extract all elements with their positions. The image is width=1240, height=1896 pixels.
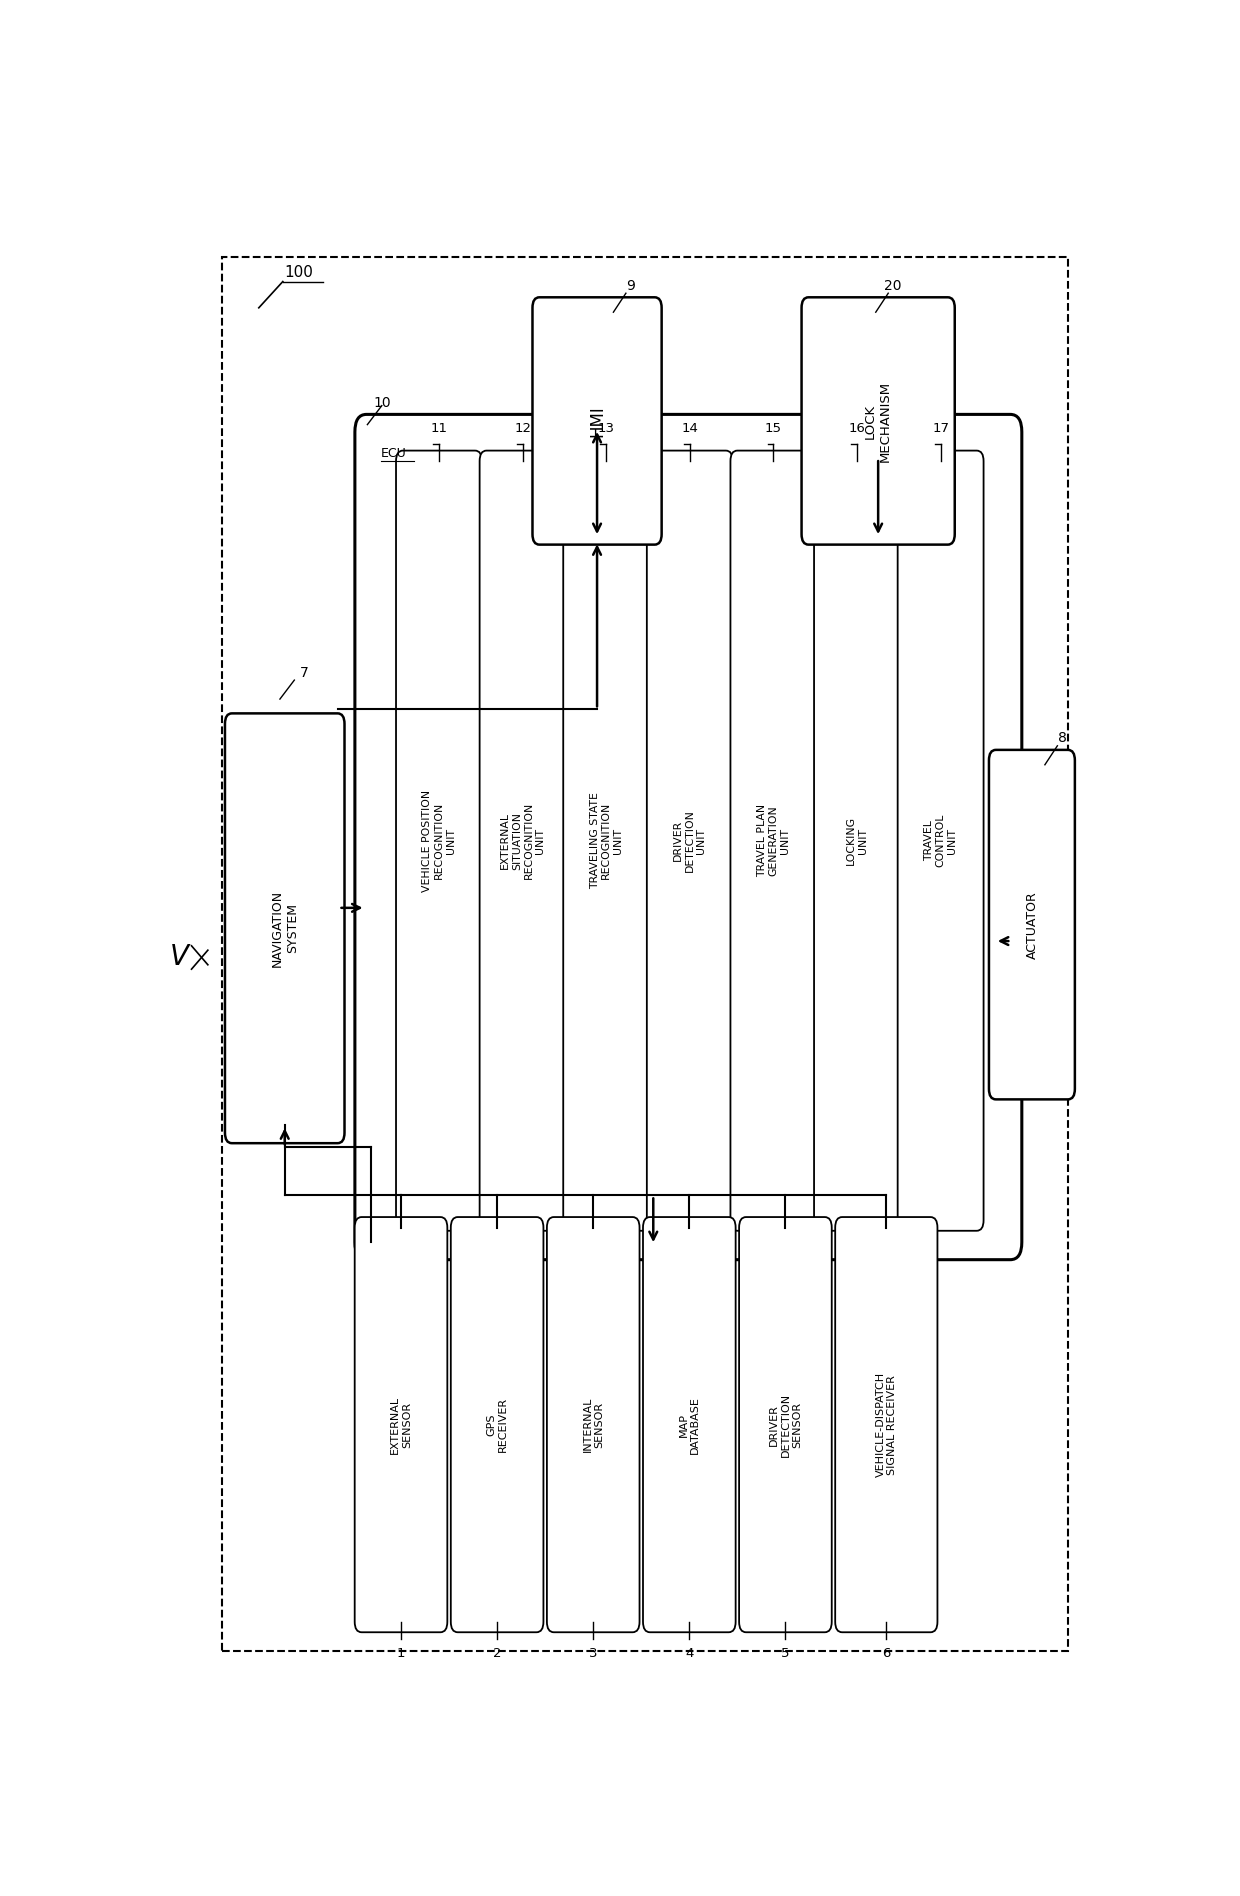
- FancyBboxPatch shape: [224, 713, 345, 1143]
- Text: 6: 6: [882, 1648, 890, 1661]
- Text: 2: 2: [492, 1648, 501, 1661]
- Text: 13: 13: [598, 423, 615, 436]
- Text: 3: 3: [589, 1648, 598, 1661]
- FancyBboxPatch shape: [898, 451, 983, 1231]
- Text: 9: 9: [626, 279, 635, 292]
- Text: NAVIGATION
SYSTEM: NAVIGATION SYSTEM: [270, 889, 299, 967]
- FancyBboxPatch shape: [355, 1217, 448, 1632]
- FancyBboxPatch shape: [836, 1217, 937, 1632]
- Text: 11: 11: [430, 423, 448, 436]
- Text: 12: 12: [515, 423, 531, 436]
- Text: VEHICLE-DISPATCH
SIGNAL RECEIVER: VEHICLE-DISPATCH SIGNAL RECEIVER: [875, 1373, 897, 1477]
- Text: EXTERNAL
SENSOR: EXTERNAL SENSOR: [391, 1395, 412, 1454]
- Text: TRAVELING STATE
RECOGNITION
UNIT: TRAVELING STATE RECOGNITION UNIT: [589, 793, 622, 889]
- Text: TRAVEL PLAN
GENERATION
UNIT: TRAVEL PLAN GENERATION UNIT: [756, 804, 790, 878]
- FancyBboxPatch shape: [813, 451, 900, 1231]
- Text: 5: 5: [781, 1648, 790, 1661]
- Text: TRAVEL
CONTROL
UNIT: TRAVEL CONTROL UNIT: [924, 813, 957, 866]
- Text: 7: 7: [300, 665, 309, 681]
- FancyBboxPatch shape: [730, 451, 816, 1231]
- Text: EXTERNAL
SITUATION
RECOGNITION
UNIT: EXTERNAL SITUATION RECOGNITION UNIT: [500, 802, 546, 880]
- Text: 10: 10: [373, 396, 392, 410]
- Text: MAP
DATABASE: MAP DATABASE: [678, 1395, 701, 1454]
- Text: 14: 14: [681, 423, 698, 436]
- Text: V: V: [170, 944, 188, 971]
- FancyBboxPatch shape: [547, 1217, 640, 1632]
- FancyBboxPatch shape: [451, 1217, 543, 1632]
- FancyBboxPatch shape: [990, 751, 1075, 1100]
- Text: ACTUATOR: ACTUATOR: [1025, 891, 1038, 959]
- Text: 1: 1: [397, 1648, 405, 1661]
- Text: HMI: HMI: [588, 406, 606, 436]
- FancyBboxPatch shape: [563, 451, 650, 1231]
- Text: 4: 4: [686, 1648, 693, 1661]
- Text: VEHICLE POSITION
RECOGNITION
UNIT: VEHICLE POSITION RECOGNITION UNIT: [423, 789, 455, 891]
- Text: LOCKING
UNIT: LOCKING UNIT: [846, 815, 868, 865]
- Text: 16: 16: [848, 423, 866, 436]
- Text: 20: 20: [884, 279, 901, 292]
- FancyBboxPatch shape: [647, 451, 733, 1231]
- Text: 17: 17: [932, 423, 949, 436]
- FancyBboxPatch shape: [801, 298, 955, 544]
- FancyBboxPatch shape: [532, 298, 662, 544]
- FancyBboxPatch shape: [355, 415, 1022, 1259]
- Text: 100: 100: [285, 265, 314, 281]
- Text: GPS
RECEIVER: GPS RECEIVER: [486, 1397, 508, 1452]
- Text: LOCK
MECHANISM: LOCK MECHANISM: [864, 381, 892, 461]
- Text: ECU: ECU: [381, 447, 407, 461]
- FancyBboxPatch shape: [739, 1217, 832, 1632]
- FancyBboxPatch shape: [480, 451, 565, 1231]
- Text: INTERNAL
SENSOR: INTERNAL SENSOR: [583, 1397, 604, 1452]
- Text: 15: 15: [765, 423, 782, 436]
- FancyBboxPatch shape: [396, 451, 482, 1231]
- Text: DRIVER
DETECTION
SENSOR: DRIVER DETECTION SENSOR: [769, 1392, 802, 1456]
- FancyBboxPatch shape: [644, 1217, 735, 1632]
- Text: DRIVER
DETECTION
UNIT: DRIVER DETECTION UNIT: [673, 810, 707, 872]
- Text: 8: 8: [1058, 732, 1066, 745]
